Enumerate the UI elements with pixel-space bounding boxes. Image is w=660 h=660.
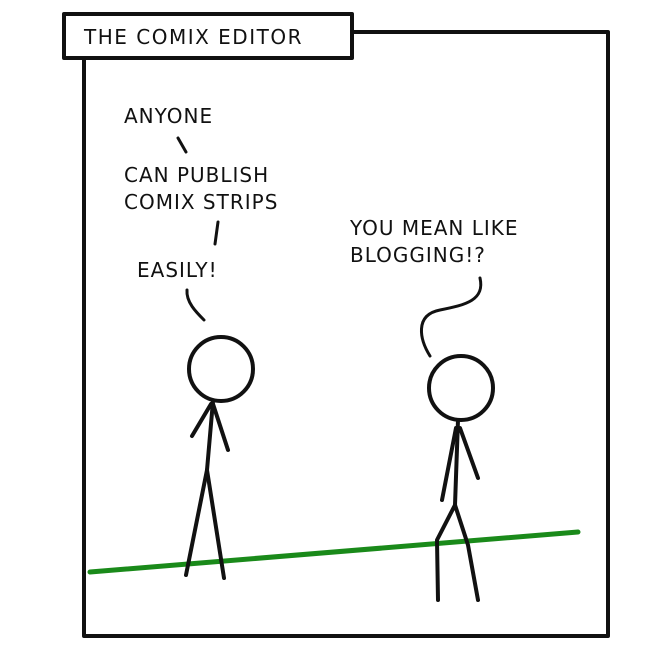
left-figure-arm-right	[211, 402, 230, 452]
left-speech: ANYONE CAN PUBLISH COMIX STRIPS EASILY!	[124, 104, 278, 322]
left-speech-tail-2	[213, 220, 220, 246]
right-figure-arm-left	[440, 426, 458, 502]
right-figure-leg-right	[453, 503, 480, 602]
right-speech-tail	[419, 276, 483, 358]
left-figure-head	[187, 335, 255, 403]
panel-title: THE COMIX EDITOR	[83, 25, 303, 49]
left-speech-line-1: ANYONE	[124, 104, 213, 128]
left-speech-line-2: CAN PUBLISH	[124, 163, 269, 187]
right-figure-leg-left	[435, 503, 457, 602]
ground-line	[87, 529, 581, 575]
left-stick-figure	[184, 335, 255, 580]
right-stick-figure	[427, 354, 495, 602]
right-speech: YOU MEAN LIKE BLOGGING!?	[349, 216, 519, 358]
right-speech-line-2: BLOGGING!?	[350, 243, 486, 267]
left-speech-tail-1	[176, 136, 188, 154]
right-figure-head	[427, 354, 495, 422]
left-figure-leg-right	[205, 468, 226, 580]
left-figure-leg-left	[184, 468, 209, 577]
left-speech-line-4: EASILY!	[137, 258, 218, 282]
right-figure-body	[453, 418, 460, 507]
left-speech-line-3: COMIX STRIPS	[124, 190, 278, 214]
left-figure-arm-left	[190, 402, 213, 438]
title-box: THE COMIX EDITOR	[62, 12, 354, 60]
right-figure-arm-right	[458, 426, 480, 480]
right-speech-line-1: YOU MEAN LIKE	[349, 216, 519, 240]
left-speech-tail-3	[185, 288, 206, 322]
left-figure-body	[205, 399, 215, 472]
